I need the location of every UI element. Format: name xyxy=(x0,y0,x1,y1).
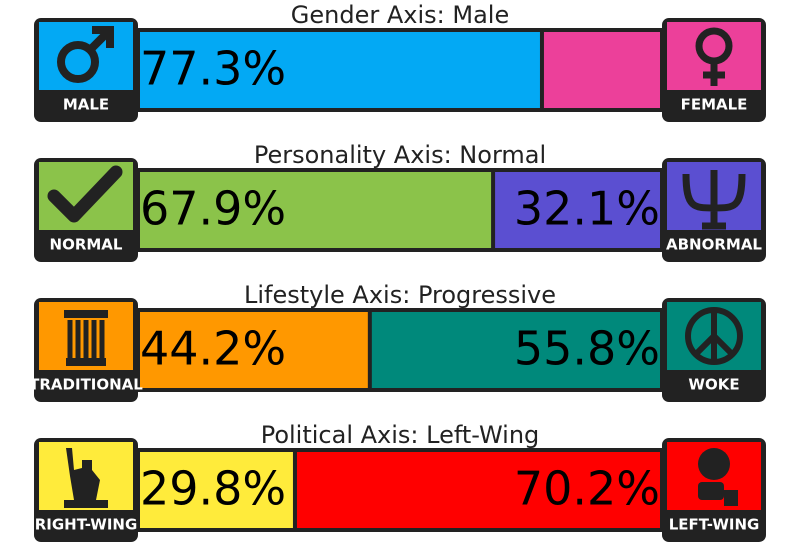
icon xyxy=(695,27,733,86)
axis-title: Lifestyle Axis: Progressive xyxy=(244,281,556,309)
side-label: ABNORMAL xyxy=(666,236,762,254)
bar-right xyxy=(543,32,660,108)
bar-right xyxy=(296,452,660,528)
icon xyxy=(698,448,738,506)
bar-left xyxy=(140,32,540,108)
icon-shape xyxy=(75,320,81,358)
icon-shape xyxy=(64,448,108,508)
icon-shape xyxy=(698,482,724,500)
icon xyxy=(64,448,108,508)
side-label: FEMALE xyxy=(681,96,748,114)
left-value: 67.9% xyxy=(140,182,286,236)
side-label: NORMAL xyxy=(50,236,123,254)
side-label: WOKE xyxy=(688,376,739,394)
side-label: MALE xyxy=(63,96,109,114)
icon xyxy=(47,165,123,223)
icon-shape xyxy=(66,358,106,366)
right-value: 55.8% xyxy=(514,322,660,376)
icon-shape xyxy=(87,26,114,53)
icon xyxy=(685,307,743,365)
bar-right xyxy=(495,172,660,248)
icon-shape xyxy=(698,448,730,480)
icon-shape xyxy=(64,310,108,318)
side-label: LEFT-WING xyxy=(669,516,760,534)
axis-title: Personality Axis: Normal xyxy=(254,141,546,169)
icon-shape xyxy=(693,310,735,362)
axis-title: Political Axis: Left-Wing xyxy=(261,421,540,449)
icon-shape xyxy=(67,320,73,358)
right-value: 32.1% xyxy=(514,182,660,236)
left-value: 29.8% xyxy=(140,462,286,516)
icon-shape xyxy=(99,320,105,358)
bar-right xyxy=(371,312,660,388)
bar-left xyxy=(140,452,293,528)
bar-left xyxy=(140,172,492,248)
icon xyxy=(64,310,108,366)
side-label: RIGHT-WING xyxy=(35,516,138,534)
icon-shape xyxy=(703,61,725,86)
left-value: 44.2% xyxy=(140,322,286,376)
icon-shape xyxy=(57,41,99,83)
right-value: 70.2% xyxy=(514,462,660,516)
icon-shape xyxy=(724,490,738,506)
left-value: 77.3% xyxy=(140,42,286,96)
icon-shape xyxy=(682,170,746,230)
bar-left xyxy=(140,312,368,388)
axis-title: Gender Axis: Male xyxy=(291,1,509,29)
side-label: TRADITIONAL xyxy=(29,376,143,394)
icon-shape xyxy=(91,320,97,358)
icon xyxy=(682,170,746,230)
icon xyxy=(57,26,114,83)
icon-shape xyxy=(47,165,123,223)
icon-shape xyxy=(83,320,89,358)
